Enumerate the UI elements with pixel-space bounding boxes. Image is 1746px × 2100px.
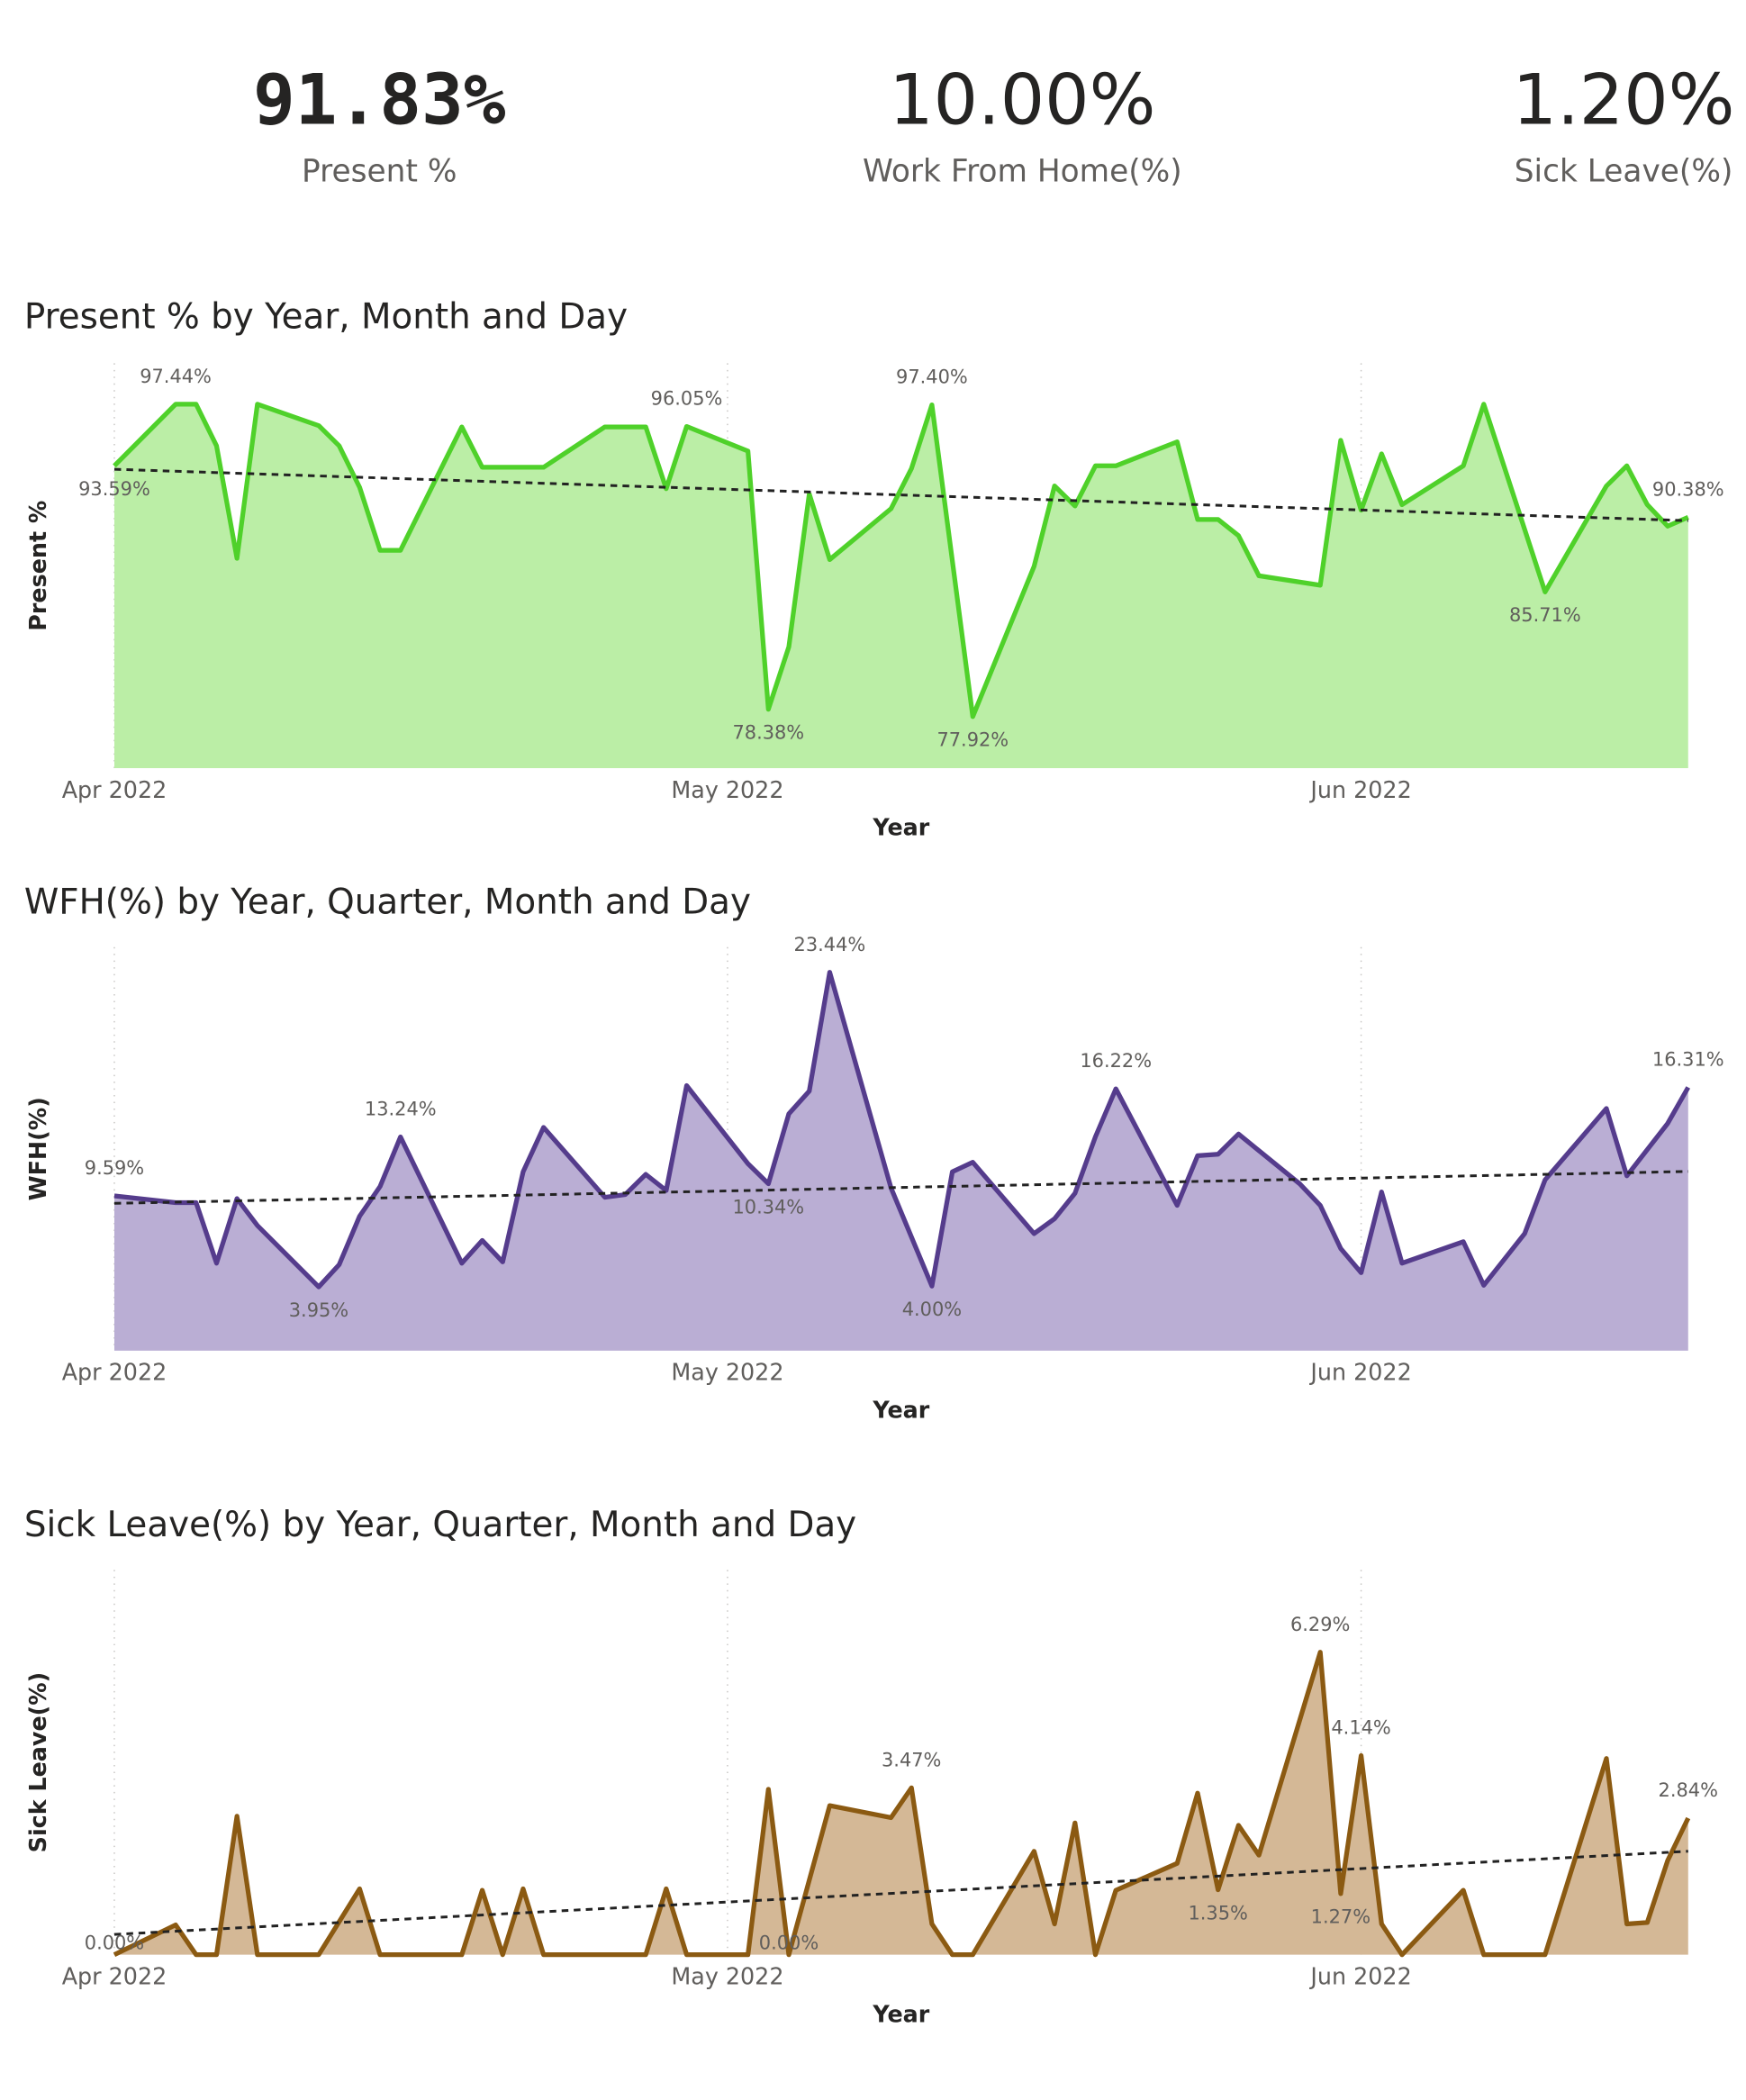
x-tick-label: Apr 2022 xyxy=(62,776,167,803)
trend-line xyxy=(113,467,1688,522)
x-tick-label: Apr 2022 xyxy=(62,1963,167,1990)
data-label: 4.14% xyxy=(1331,1717,1390,1739)
chart-title: Present % by Year, Month and Day xyxy=(24,297,628,338)
data-label: 23.44% xyxy=(794,934,866,955)
data-label: 93.59% xyxy=(78,478,150,500)
data-label: 97.44% xyxy=(140,366,212,387)
data-label: 9.59% xyxy=(85,1157,144,1179)
chart-title: Sick Leave(%) by Year, Quarter, Month an… xyxy=(24,1505,856,1545)
data-label: 78.38% xyxy=(732,721,804,743)
data-label: 85.71% xyxy=(1509,604,1581,626)
y-axis-title: Present % xyxy=(24,501,51,631)
x-tick-label: May 2022 xyxy=(671,776,783,803)
x-tick-label: Jun 2022 xyxy=(1308,1963,1411,1990)
card-value: 91.83% xyxy=(253,59,506,140)
card-value: 10.00% xyxy=(889,59,1155,140)
area-fill xyxy=(113,403,1688,769)
card-value: 1.20% xyxy=(1513,59,1735,140)
line xyxy=(113,402,1689,720)
data-label: 13.24% xyxy=(365,1099,437,1120)
x-tick-label: Apr 2022 xyxy=(62,1359,167,1386)
area-fill xyxy=(113,972,1688,1351)
chart-title: WFH(%) by Year, Quarter, Month and Day xyxy=(24,882,751,922)
data-label: 16.22% xyxy=(1080,1050,1152,1072)
data-label: 3.47% xyxy=(882,1749,941,1770)
data-label: 1.27% xyxy=(1311,1906,1371,1928)
data-label: 16.31% xyxy=(1652,1049,1724,1071)
x-tick-label: Jun 2022 xyxy=(1308,1359,1411,1386)
data-label: 6.29% xyxy=(1290,1614,1350,1635)
card-label: Sick Leave(%) xyxy=(1515,154,1733,190)
data-label: 0.00% xyxy=(759,1933,819,1954)
x-axis-title: Year xyxy=(872,814,929,841)
data-label: 3.95% xyxy=(289,1299,348,1321)
trend-line xyxy=(113,1170,1688,1205)
data-label: 96.05% xyxy=(651,388,723,410)
line xyxy=(113,1650,1691,1958)
data-label: 2.84% xyxy=(1659,1779,1718,1801)
data-label: 77.92% xyxy=(936,729,1009,751)
y-axis-title: WFH(%) xyxy=(24,1097,51,1200)
card-label: Work From Home(%) xyxy=(863,154,1182,190)
x-tick-label: May 2022 xyxy=(671,1963,783,1990)
data-label: 90.38% xyxy=(1652,478,1724,500)
y-axis-title: Sick Leave(%) xyxy=(24,1672,51,1853)
card-label: Present % xyxy=(302,154,457,190)
data-label: 10.34% xyxy=(732,1196,804,1217)
data-label: 4.00% xyxy=(902,1299,962,1320)
x-axis-title: Year xyxy=(872,2000,929,2027)
x-axis-title: Year xyxy=(872,1397,929,1424)
trend-line xyxy=(113,1850,1688,1936)
data-label: 0.00% xyxy=(85,1933,144,1954)
data-label: 97.40% xyxy=(896,367,968,388)
x-tick-label: Jun 2022 xyxy=(1308,776,1411,803)
x-tick-label: May 2022 xyxy=(671,1359,783,1386)
data-label: 1.35% xyxy=(1188,1902,1247,1923)
